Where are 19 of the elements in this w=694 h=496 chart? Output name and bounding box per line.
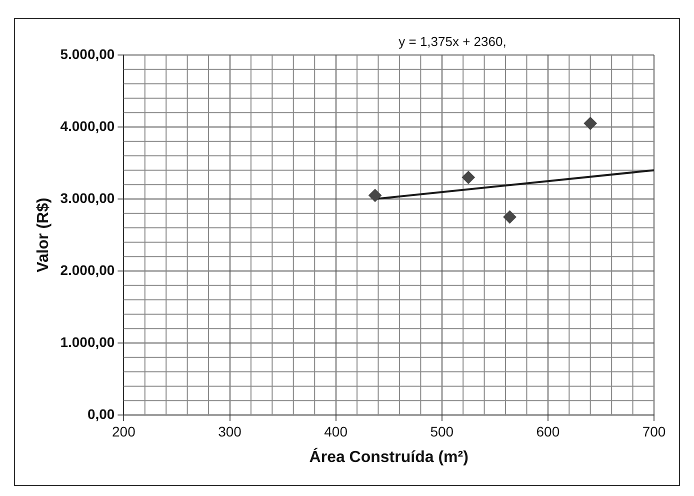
y-tick-label: 5.000,00 (60, 46, 115, 62)
y-tick-label: 1.000,00 (60, 334, 115, 350)
point (584, 116, 597, 130)
x-axis-title: Área Construída (m²) (309, 446, 468, 466)
x-tick-label: 500 (430, 423, 454, 440)
y-tick-label: 4.000,00 (60, 118, 115, 134)
point (368, 188, 382, 202)
x-tick-label: 200 (112, 423, 136, 440)
y-axis-title: Valor (R$) (35, 198, 52, 272)
text: y = 1,375x + 2360, (398, 34, 506, 50)
x-tick-label: 400 (324, 423, 348, 440)
point (462, 170, 475, 184)
x-tick-label: 700 (642, 423, 666, 440)
y-tick-label: 3.000,00 (60, 190, 115, 206)
y-tick-label: 0,00 (87, 406, 115, 422)
x-tick-label: 300 (218, 423, 242, 440)
y-tick-label: 2.000,00 (60, 262, 115, 278)
x-tick-label: 600 (536, 423, 560, 440)
point (503, 210, 516, 224)
